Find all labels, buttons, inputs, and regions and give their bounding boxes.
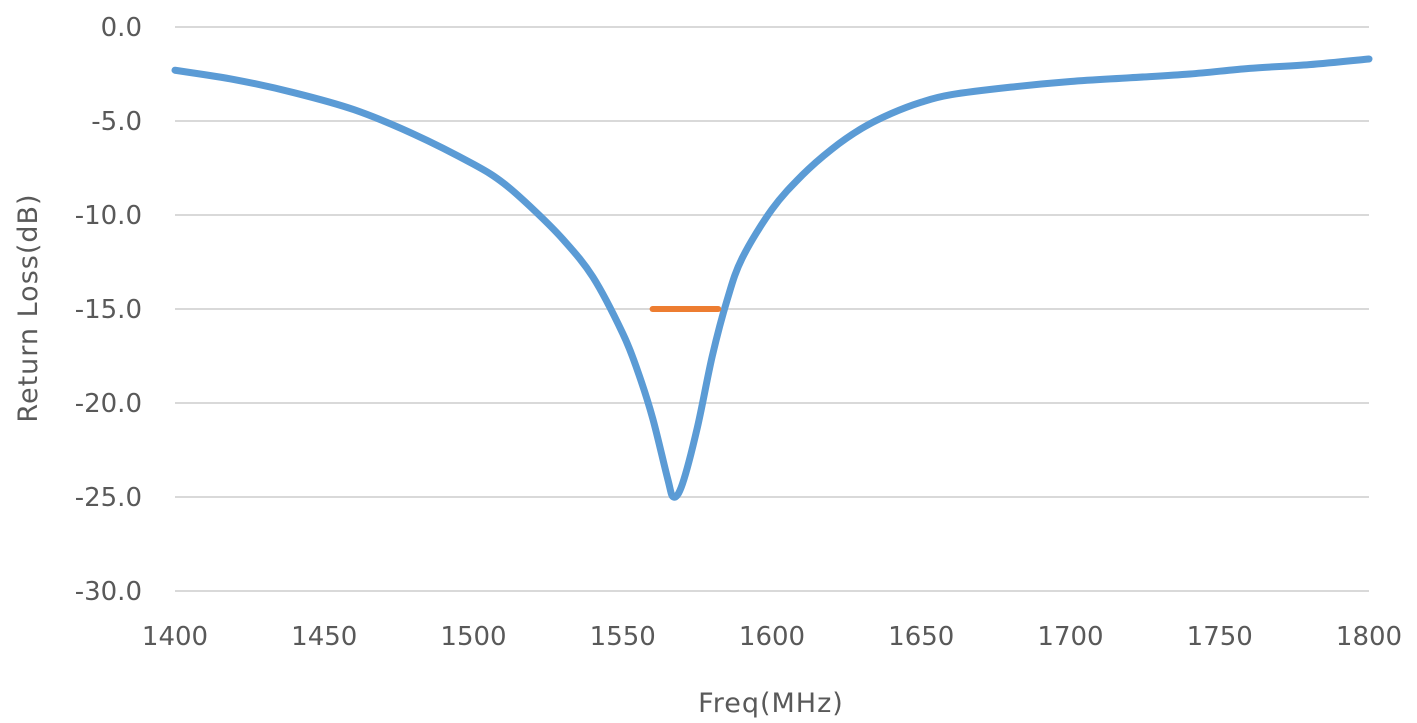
x-tick-label: 1750: [1187, 622, 1253, 652]
y-tick-labels: 0.0 -5.0 -10.0 -15.0 -20.0 -25.0 -30.0: [75, 13, 142, 607]
x-tick-label: 1450: [291, 622, 357, 652]
x-tick-label: 1500: [440, 622, 506, 652]
x-tick-labels: 1400 1450 1500 1550 1600 1650 1700 1750 1800: [142, 622, 1402, 652]
x-tick-label: 1600: [739, 622, 805, 652]
x-tick-label: 1400: [142, 622, 208, 652]
y-tick-label: -25.0: [75, 483, 142, 513]
series-line-1: [171, 55, 1373, 501]
x-axis-title: Freq(MHz): [698, 688, 844, 719]
x-tick-label: 1650: [888, 622, 954, 652]
y-tick-label: -15.0: [75, 295, 142, 325]
y-tick-label: -10.0: [75, 201, 142, 231]
x-tick-label: 1700: [1037, 622, 1103, 652]
x-tick-label: 1800: [1336, 622, 1402, 652]
y-axis-title: Return Loss(dB): [13, 193, 44, 422]
y-tick-label: 0.0: [101, 13, 142, 43]
y-tick-label: -20.0: [75, 389, 142, 419]
series-layer: [171, 55, 1373, 501]
x-tick-label: 1550: [590, 622, 656, 652]
y-tick-label: -30.0: [75, 577, 142, 607]
y-tick-label: -5.0: [91, 107, 142, 137]
